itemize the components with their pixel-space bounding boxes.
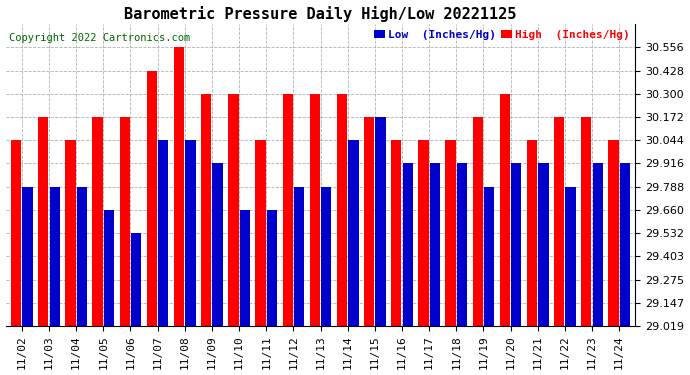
Bar bbox=[321, 186, 331, 326]
Bar bbox=[282, 94, 293, 326]
Text: Copyright 2022 Cartronics.com: Copyright 2022 Cartronics.com bbox=[9, 33, 190, 43]
Bar bbox=[119, 117, 130, 326]
Title: Barometric Pressure Daily High/Low 20221125: Barometric Pressure Daily High/Low 20221… bbox=[124, 6, 517, 21]
Bar bbox=[239, 210, 250, 326]
Bar bbox=[22, 186, 32, 326]
Bar bbox=[66, 140, 76, 326]
Bar bbox=[457, 164, 467, 326]
Bar bbox=[500, 94, 510, 326]
Bar bbox=[201, 94, 211, 326]
Legend: Low  (Inches/Hg), High  (Inches/Hg): Low (Inches/Hg), High (Inches/Hg) bbox=[369, 25, 634, 44]
Bar bbox=[620, 164, 630, 326]
Bar bbox=[593, 164, 603, 326]
Bar bbox=[147, 70, 157, 326]
Bar bbox=[213, 164, 223, 326]
Bar bbox=[484, 186, 494, 326]
Bar bbox=[348, 140, 359, 326]
Bar bbox=[364, 117, 374, 326]
Bar bbox=[38, 117, 48, 326]
Bar bbox=[310, 94, 320, 326]
Bar bbox=[473, 117, 483, 326]
Bar bbox=[158, 140, 168, 326]
Bar bbox=[609, 140, 619, 326]
Bar bbox=[418, 140, 428, 326]
Bar bbox=[186, 140, 196, 326]
Bar bbox=[391, 140, 402, 326]
Bar bbox=[430, 164, 440, 326]
Bar bbox=[50, 186, 60, 326]
Bar bbox=[104, 210, 114, 326]
Bar bbox=[92, 117, 103, 326]
Bar bbox=[565, 186, 575, 326]
Bar bbox=[267, 210, 277, 326]
Bar bbox=[131, 233, 141, 326]
Bar bbox=[446, 140, 455, 326]
Bar bbox=[527, 140, 538, 326]
Bar bbox=[337, 94, 347, 326]
Bar bbox=[375, 117, 386, 326]
Bar bbox=[11, 140, 21, 326]
Bar bbox=[402, 164, 413, 326]
Bar bbox=[228, 94, 239, 326]
Bar bbox=[174, 47, 184, 326]
Bar bbox=[538, 164, 549, 326]
Bar bbox=[554, 117, 564, 326]
Bar bbox=[255, 140, 266, 326]
Bar bbox=[77, 186, 87, 326]
Bar bbox=[511, 164, 522, 326]
Bar bbox=[581, 117, 591, 326]
Bar bbox=[294, 186, 304, 326]
